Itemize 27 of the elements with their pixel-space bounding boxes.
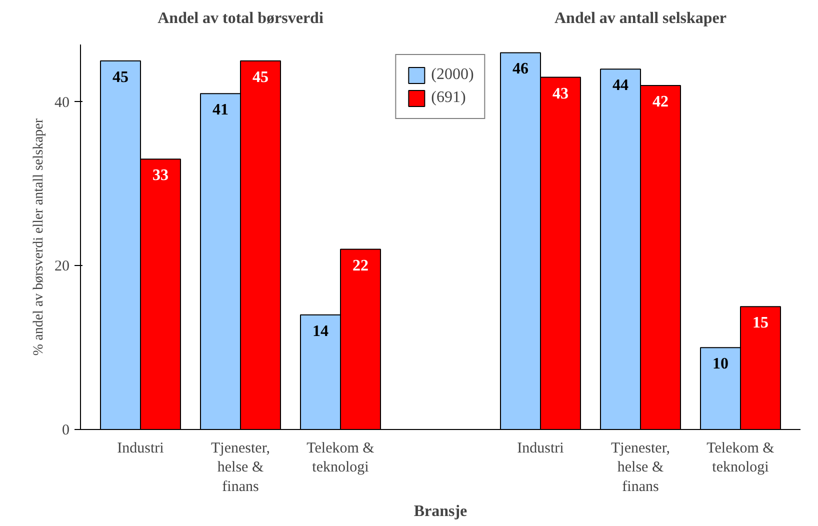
data-label: 42	[652, 93, 668, 110]
data-label: 22	[352, 257, 368, 274]
text: Andel av antall selskaper	[554, 10, 727, 27]
x-tick-label: Industri	[117, 440, 164, 456]
x-tick-label: Tjenester, helse & finans	[611, 440, 670, 495]
y-axis-title: % andel av børsverdi eller antall selskaper	[32, 118, 46, 356]
x-tick-label: Telekom & teknologi	[706, 440, 775, 476]
data-label: 15	[752, 314, 768, 332]
x-axis-title: Bransje	[414, 502, 468, 520]
y-tick-label: 40	[54, 94, 70, 111]
data-label: 46	[512, 60, 528, 78]
data-label: 45	[112, 68, 128, 86]
data-label: 45	[252, 68, 268, 86]
x-tick-label: Tjenester, helse & finans	[211, 440, 270, 495]
data-label: 14	[312, 322, 328, 340]
legend-label: (2000)	[431, 66, 474, 84]
data-label: 41	[212, 102, 228, 119]
y-tick-label: 0	[62, 422, 70, 438]
data-label: 10	[712, 356, 728, 373]
data-label: 44	[612, 77, 628, 94]
data-label: 43	[552, 85, 568, 102]
x-tick-label: Telekom & teknologi	[306, 440, 375, 476]
text: Andel av total børsverdi	[158, 10, 324, 27]
data-label: 33	[152, 167, 168, 184]
x-tick-label: Industri	[517, 440, 564, 456]
y-tick-label: 20	[54, 258, 70, 275]
legend-label: (691)	[431, 89, 466, 107]
